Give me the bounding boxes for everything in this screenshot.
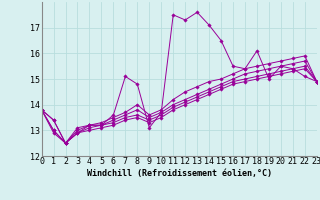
X-axis label: Windchill (Refroidissement éolien,°C): Windchill (Refroidissement éolien,°C) [87, 169, 272, 178]
